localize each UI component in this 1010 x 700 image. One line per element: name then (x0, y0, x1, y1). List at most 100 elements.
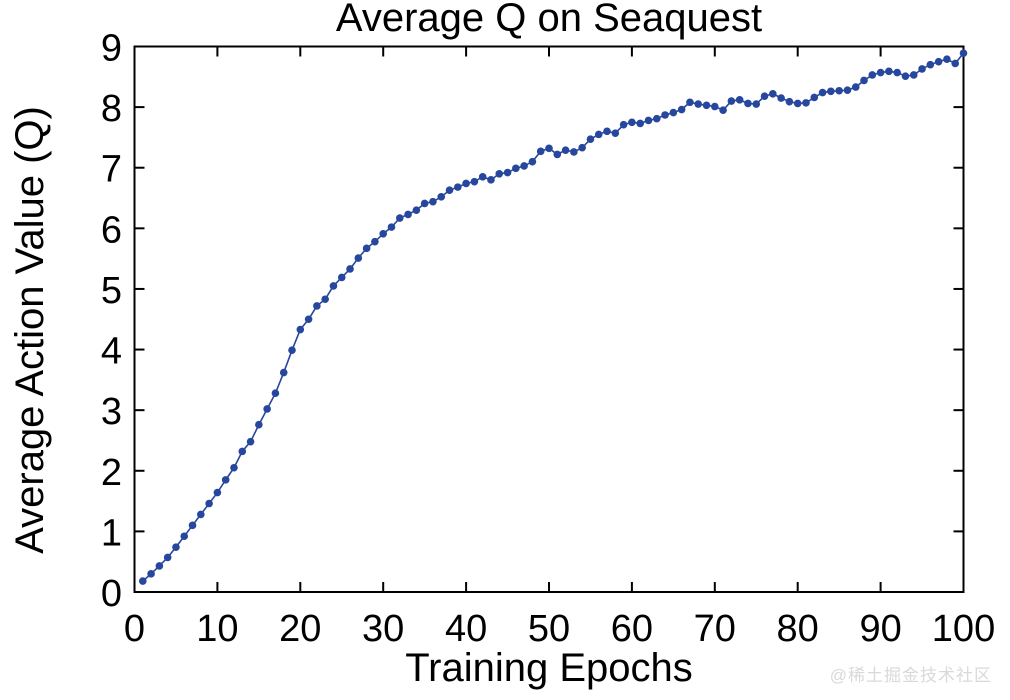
watermark: @稀土掘金技术社区 (829, 666, 992, 685)
data-point (810, 93, 819, 102)
data-point (735, 96, 744, 104)
x-tick-label: 40 (445, 608, 487, 650)
x-tick-label: 90 (859, 608, 901, 650)
data-point (744, 99, 752, 108)
data-point (188, 521, 197, 530)
data-point (213, 488, 222, 497)
data-point (777, 94, 785, 102)
data-point (437, 193, 446, 201)
data-point (470, 177, 479, 186)
data-point (702, 101, 711, 110)
axis-box (133, 45, 965, 593)
data-point (909, 71, 918, 79)
data-point (180, 532, 189, 541)
data-point (362, 244, 371, 253)
y-tick-label: 1 (101, 512, 122, 554)
data-point (520, 162, 528, 170)
data-point (329, 282, 338, 290)
data-point (570, 148, 578, 156)
data-point (263, 405, 271, 413)
data-point (155, 562, 164, 570)
x-axis-label: Training Epochs (405, 646, 693, 690)
data-point (943, 55, 951, 64)
data-point (760, 92, 769, 101)
data-point (843, 86, 852, 94)
data-point (835, 86, 843, 95)
data-point (238, 447, 247, 456)
data-point (893, 68, 901, 77)
data-point (536, 147, 545, 156)
x-tick-label: 60 (611, 608, 653, 650)
x-tick-label: 0 (124, 608, 145, 650)
data-point (876, 68, 885, 77)
data-point (727, 97, 736, 105)
data-point (172, 543, 180, 551)
data-point (429, 197, 437, 206)
data-point (901, 72, 910, 80)
data-point (163, 553, 172, 562)
data-point (337, 273, 346, 282)
y-tick-label: 5 (101, 270, 122, 312)
data-point (346, 265, 354, 273)
data-point (851, 83, 860, 91)
data-point (611, 129, 620, 137)
data-point (147, 570, 155, 578)
data-point (288, 346, 296, 354)
data-point (636, 119, 644, 128)
data-point (279, 368, 288, 377)
data-point (619, 120, 628, 129)
x-tick-label: 100 (932, 608, 995, 650)
data-point (860, 76, 868, 85)
data-point (395, 214, 404, 222)
data-point (304, 315, 313, 324)
y-tick-label: 6 (101, 209, 122, 251)
data-point (379, 229, 388, 238)
data-point (652, 114, 661, 123)
data-point (371, 237, 379, 246)
y-tick-label: 7 (101, 149, 122, 191)
data-point (802, 99, 810, 107)
data-point (669, 108, 678, 117)
data-point (255, 420, 263, 429)
y-tick-label: 4 (101, 331, 122, 373)
y-tick-label: 9 (101, 28, 122, 70)
data-point (769, 89, 777, 98)
data-point (528, 157, 537, 166)
data-point (553, 150, 562, 159)
data-point (603, 127, 611, 136)
data-point (694, 100, 703, 108)
chart-title: Average Q on Seaquest (335, 0, 763, 40)
data-point (412, 206, 421, 214)
y-tick-label: 3 (101, 391, 122, 433)
data-point (793, 99, 802, 108)
data-point (462, 179, 470, 188)
data-point (478, 173, 487, 181)
data-point (719, 106, 727, 114)
data-point (296, 325, 305, 334)
data-point (138, 577, 147, 585)
data-point (628, 118, 636, 127)
data-point (586, 135, 595, 144)
data-point (644, 116, 653, 125)
data-point (677, 105, 686, 114)
data-point (321, 295, 329, 304)
data-point (503, 168, 512, 177)
y-axis-label: Average Action Value (Q) (8, 106, 52, 554)
y-tick-label: 0 (101, 573, 122, 615)
data-point (785, 97, 794, 106)
data-point (445, 186, 454, 194)
data-point (404, 210, 412, 219)
data-point (313, 302, 321, 310)
data-point (205, 499, 213, 508)
data-point (230, 463, 238, 472)
data-point (487, 176, 495, 184)
data-point (951, 59, 960, 68)
data-point (926, 60, 935, 69)
data-point (561, 146, 570, 154)
data-point (271, 389, 280, 397)
data-point (868, 71, 877, 79)
y-tick-label: 2 (101, 452, 122, 494)
data-point (512, 164, 520, 173)
